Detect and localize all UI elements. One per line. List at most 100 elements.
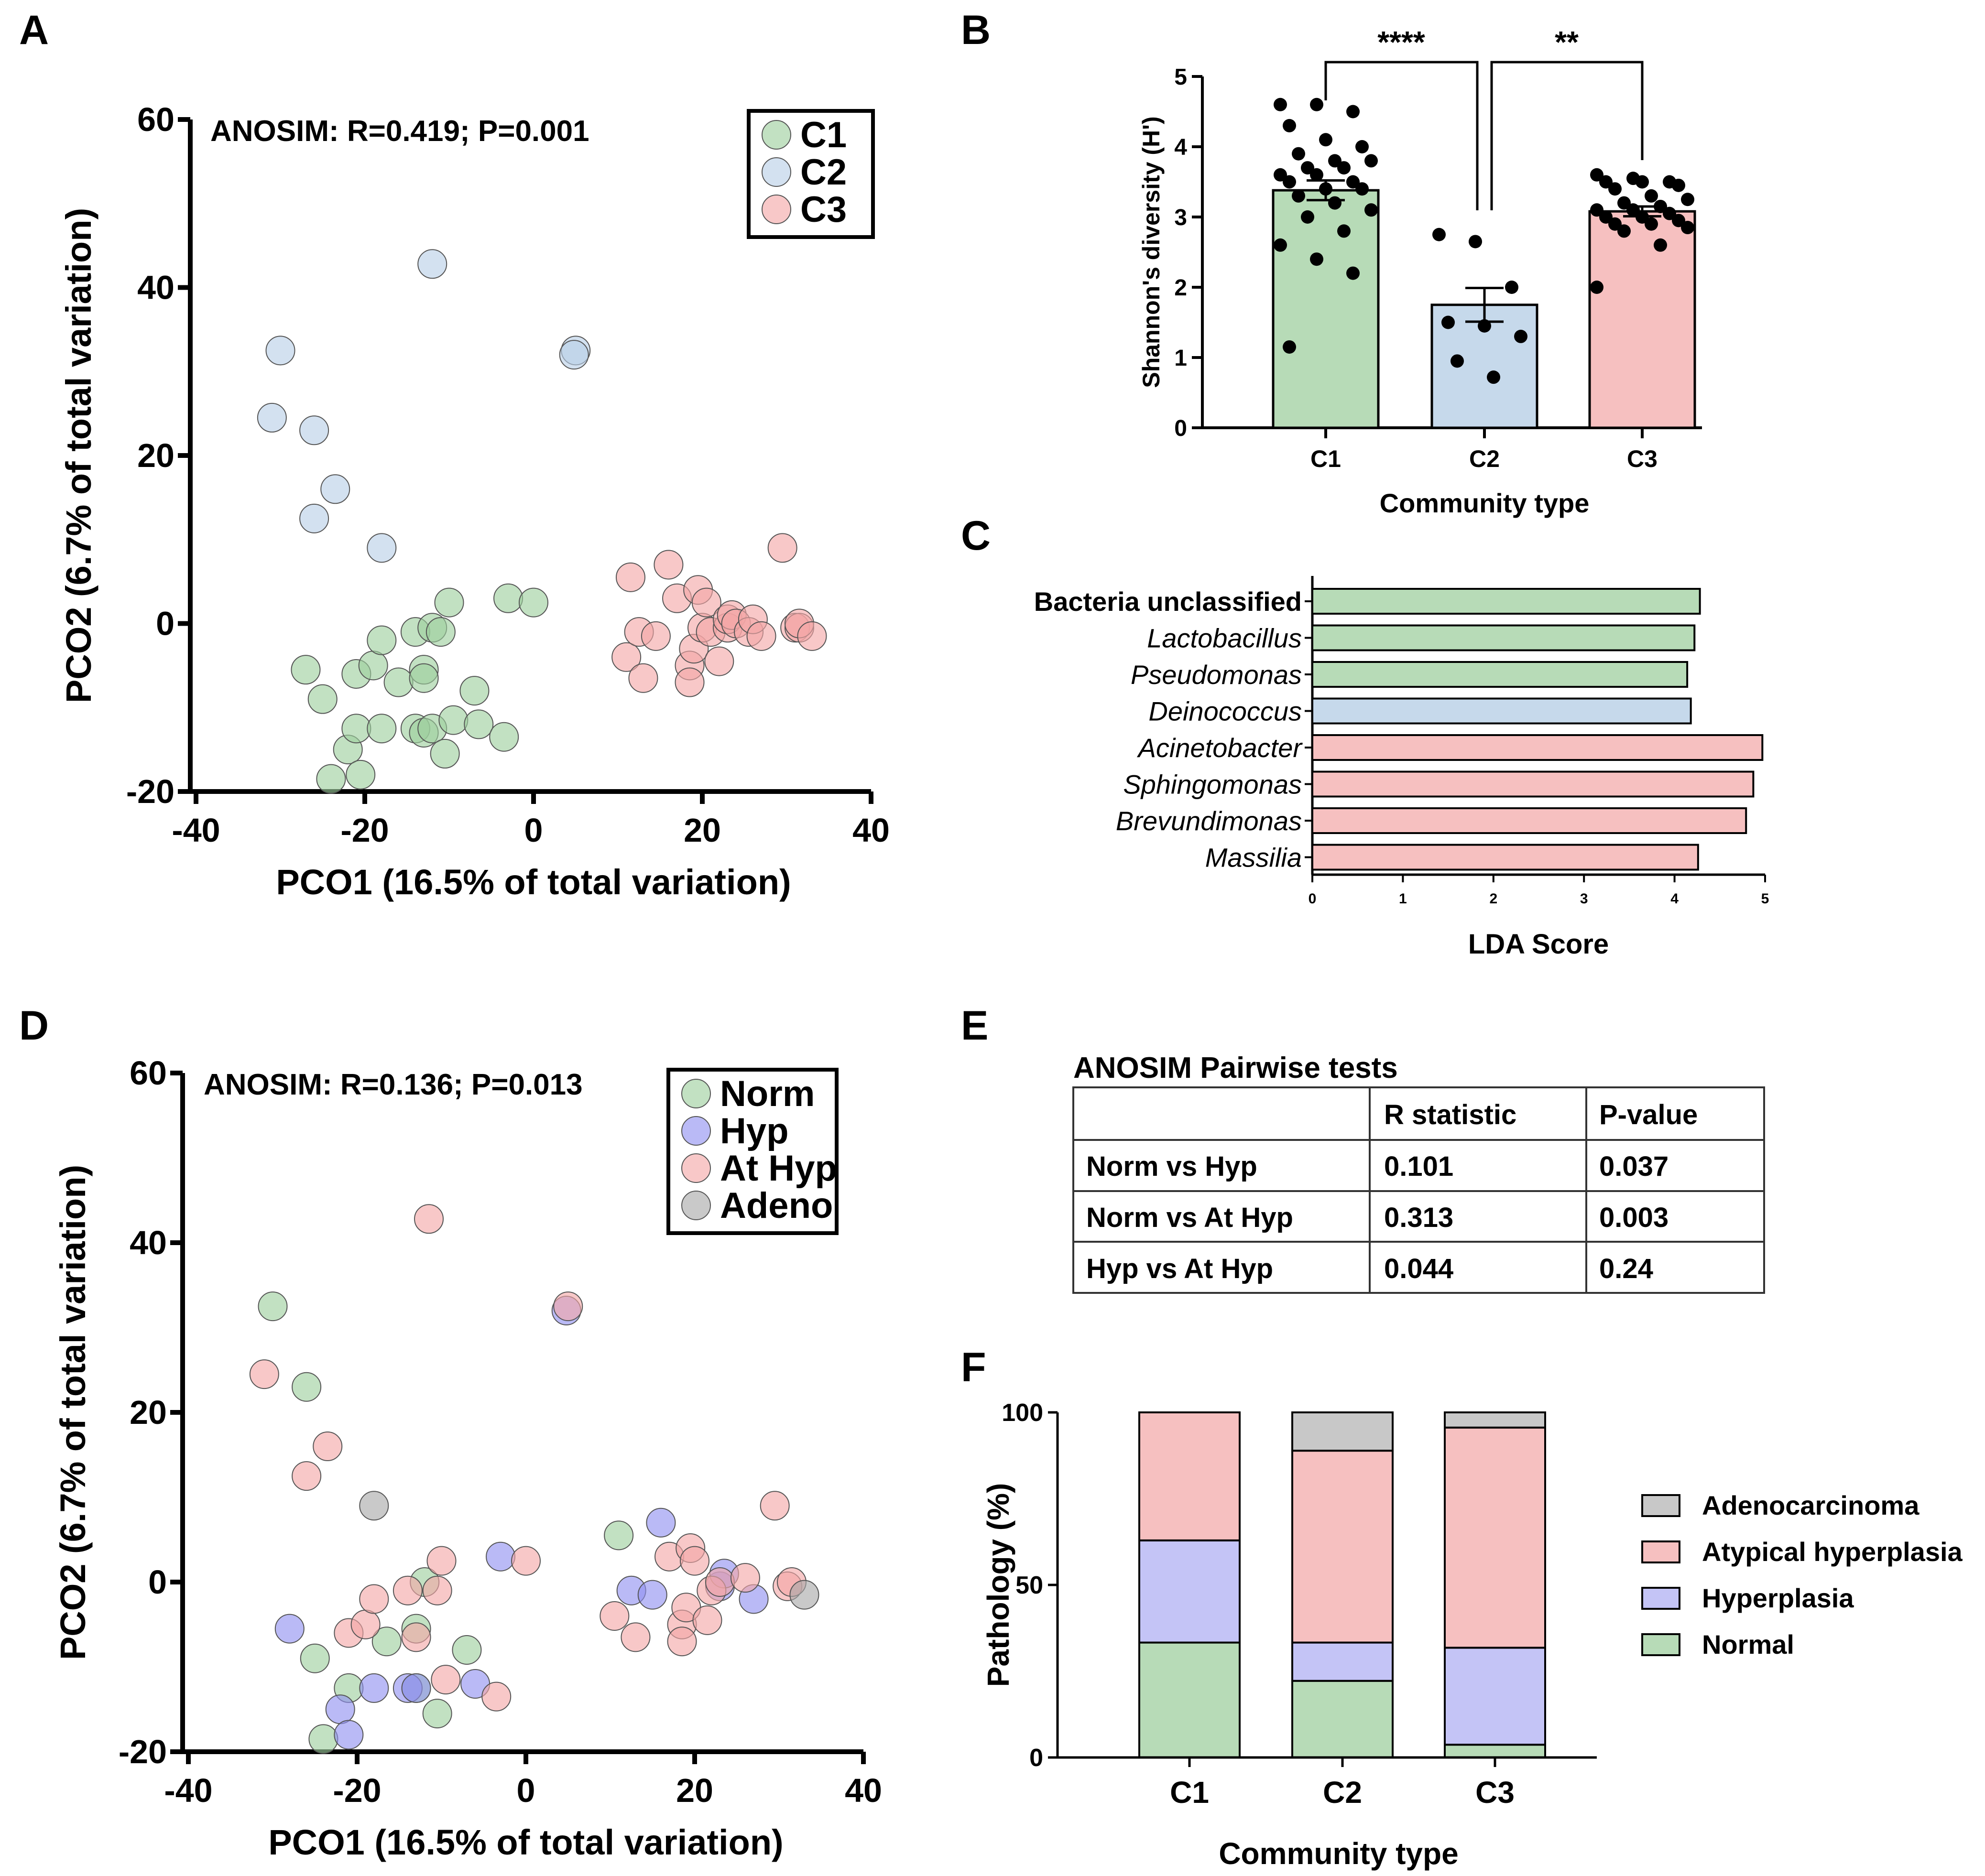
panel-label-c: C: [961, 513, 991, 559]
data-point: [1672, 214, 1685, 228]
data-point-c1: [383, 667, 414, 697]
data-point: [1310, 252, 1323, 266]
data-point-at-hyp: [600, 1601, 630, 1631]
data-point-hyp: [486, 1541, 516, 1572]
table-cell: Norm vs Hyp: [1086, 1151, 1257, 1182]
data-point: [1608, 182, 1622, 196]
panel-label-a: A: [19, 7, 49, 53]
data-point-c3: [628, 663, 658, 693]
data-point-hyp: [334, 1720, 364, 1750]
data-point-at-hyp: [511, 1546, 541, 1576]
significance-bracket: [1324, 61, 1479, 210]
x-tick-label: -20: [333, 1772, 381, 1809]
data-point: [1283, 119, 1296, 132]
data-point-c1: [430, 738, 460, 769]
data-point: [1681, 221, 1694, 235]
data-point: [1301, 210, 1314, 224]
data-point-c2: [299, 415, 329, 445]
x-tick-label: 40: [852, 812, 890, 849]
panel-label-f: F: [961, 1345, 986, 1390]
data-point-at-hyp: [313, 1431, 343, 1461]
table-cell: Hyp vs At Hyp: [1086, 1253, 1273, 1284]
data-point: [1328, 154, 1342, 168]
legend-label: Hyperplasia: [1702, 1583, 1854, 1613]
panel-label-b: B: [961, 7, 991, 53]
y-tick-label: 50: [1015, 1572, 1043, 1599]
data-point-at-hyp: [426, 1546, 457, 1576]
data-point: [1505, 281, 1518, 294]
data-point: [1337, 224, 1351, 238]
data-point-c3: [641, 621, 671, 651]
lda-bar: [1311, 807, 1747, 834]
legend-label: Hyp: [720, 1111, 789, 1151]
taxon-label: Lactobacillus: [1147, 623, 1302, 653]
x-tick-label: C2: [1323, 1775, 1362, 1810]
legend-swatch: [1641, 1540, 1680, 1563]
legend-marker: [762, 157, 791, 187]
x-tick-label: -20: [340, 812, 389, 849]
x-tick-label: C3: [1627, 445, 1658, 472]
panel-label-e: E: [961, 1003, 988, 1049]
legend-label: C2: [800, 152, 847, 193]
data-point-norm: [308, 1724, 338, 1754]
data-point: [1478, 319, 1491, 333]
data-point-c3: [691, 587, 721, 618]
legend-marker: [681, 1153, 711, 1183]
data-point: [1654, 199, 1667, 213]
data-point-c1: [459, 676, 490, 706]
table-header-p: P-value: [1599, 1099, 1698, 1130]
data-point: [1274, 98, 1287, 111]
x-tick-label: C1: [1170, 1775, 1209, 1810]
x-tick-label: 3: [1580, 891, 1588, 907]
data-point-c2: [257, 402, 287, 433]
y-tick-label: 5: [1174, 65, 1187, 90]
data-point-at-hyp: [401, 1622, 431, 1652]
x-tick-label: 20: [676, 1772, 713, 1809]
data-point-c3: [704, 646, 734, 676]
table-cell: 0.313: [1384, 1202, 1453, 1233]
data-point-c1: [367, 714, 397, 744]
y-axis-title: Pathology (%): [981, 1483, 1015, 1687]
y-tick-label: 20: [130, 1394, 167, 1431]
data-point: [1451, 354, 1464, 368]
y-tick-label: 20: [137, 437, 175, 474]
data-point-c1: [316, 764, 346, 794]
data-point-at-hyp: [621, 1622, 651, 1652]
y-axis-title: PCO2 (6.7% of total variation): [59, 208, 98, 703]
stacked-segment-hyperplasia: [1138, 1539, 1241, 1644]
data-point: [1319, 133, 1332, 147]
data-point-at-hyp: [760, 1491, 790, 1521]
data-point-c3: [654, 550, 684, 580]
stacked-segment-atypical-hyperplasia: [1444, 1426, 1546, 1649]
data-point: [1617, 196, 1631, 210]
data-point: [1487, 370, 1500, 384]
data-point-c1: [307, 684, 338, 714]
lda-bar: [1311, 624, 1696, 651]
x-tick-label: 40: [845, 1772, 882, 1809]
data-point-c1: [346, 759, 376, 790]
taxon-label: Brevundimonas: [1116, 806, 1302, 836]
panel-label-d: D: [19, 1003, 49, 1049]
data-point: [1328, 196, 1342, 210]
data-point: [1599, 210, 1613, 224]
x-axis-title: PCO1 (16.5% of total variation): [268, 1822, 783, 1862]
legend-marker: [762, 120, 791, 150]
data-point-hyp: [359, 1673, 389, 1703]
lda-bar: [1311, 844, 1699, 871]
data-point: [1355, 182, 1369, 196]
data-point: [1364, 154, 1378, 168]
data-point: [1636, 210, 1649, 224]
data-point-at-hyp: [350, 1609, 381, 1639]
taxon-label: Acinetobacter: [1137, 733, 1303, 763]
data-point: [1645, 217, 1658, 231]
data-point: [1636, 175, 1649, 189]
data-point-at-hyp: [680, 1546, 709, 1576]
data-point-c1: [409, 663, 439, 693]
data-point-c2: [320, 474, 350, 504]
legend-swatch: [1641, 1494, 1680, 1517]
legend-marker: [681, 1116, 711, 1146]
data-point: [1514, 329, 1527, 343]
y-tick-label: 3: [1174, 205, 1187, 230]
bar-c1: [1272, 189, 1380, 429]
